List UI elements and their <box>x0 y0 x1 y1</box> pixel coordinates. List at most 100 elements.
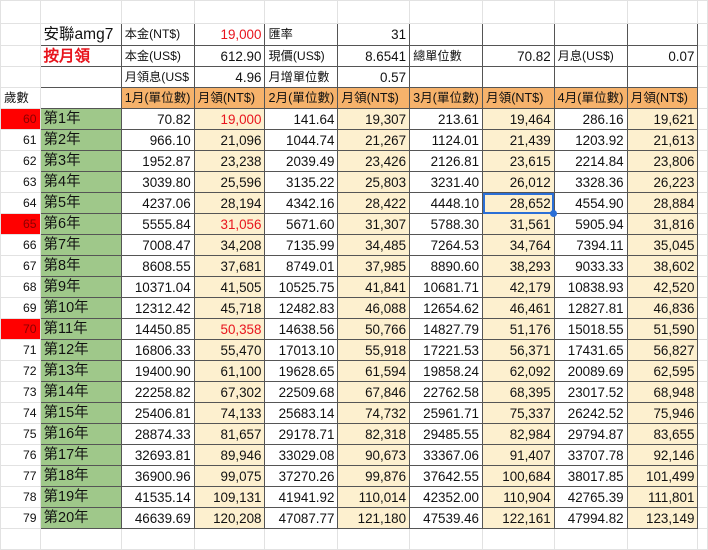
col-header-m1-payout[interactable]: 月領(NT$) <box>193 87 266 109</box>
units-cell[interactable]: 14450.85 <box>120 318 195 340</box>
units-cell[interactable]: 286.16 <box>553 108 628 130</box>
units-cell[interactable]: 25961.71 <box>409 402 484 424</box>
age-cell[interactable]: 60 <box>0 108 41 130</box>
units-cell[interactable]: 4448.10 <box>409 192 484 214</box>
payout-cell[interactable]: 42,520 <box>626 276 699 298</box>
col-header-m4-payout[interactable]: 月領(NT$) <box>626 87 699 109</box>
year-cell[interactable]: 第2年 <box>39 129 122 151</box>
payout-cell[interactable]: 35,045 <box>626 234 699 256</box>
units-cell[interactable]: 20089.69 <box>553 360 628 382</box>
payout-cell[interactable]: 25,803 <box>337 171 411 193</box>
units-cell[interactable]: 17013.10 <box>264 339 339 361</box>
units-cell[interactable]: 3039.80 <box>120 171 195 193</box>
units-cell[interactable]: 8749.01 <box>264 255 339 277</box>
payout-cell[interactable]: 26,012 <box>482 171 555 193</box>
payout-cell[interactable]: 21,613 <box>626 129 699 151</box>
payout-cell[interactable]: 23,426 <box>337 150 411 172</box>
age-cell[interactable]: 75 <box>0 423 41 445</box>
payout-cell[interactable]: 21,439 <box>482 129 555 151</box>
payout-cell[interactable]: 62,092 <box>482 360 555 382</box>
monthly-payout-label[interactable]: 月領息(US$ <box>120 66 195 88</box>
total-units-value[interactable]: 70.82 <box>482 45 555 67</box>
units-cell[interactable]: 5788.30 <box>409 213 484 235</box>
age-cell[interactable]: 66 <box>0 234 41 256</box>
payout-cell[interactable]: 83,655 <box>626 423 699 445</box>
monthly-units-added-value[interactable]: 0.57 <box>337 66 411 88</box>
year-cell[interactable]: 第10年 <box>39 297 122 319</box>
age-cell[interactable]: 74 <box>0 402 41 424</box>
payout-cell[interactable]: 55,918 <box>337 339 411 361</box>
year-cell[interactable]: 第13年 <box>39 360 122 382</box>
payout-cell[interactable]: 99,075 <box>193 465 266 487</box>
col-header-m2-units[interactable]: 2月(單位數) <box>264 87 339 109</box>
nav-value[interactable]: 8.6541 <box>337 45 411 67</box>
age-cell[interactable]: 70 <box>0 318 41 340</box>
payout-cell[interactable]: 28,422 <box>337 192 411 214</box>
payout-cell[interactable]: 56,371 <box>482 339 555 361</box>
units-cell[interactable]: 7264.53 <box>409 234 484 256</box>
col-header-m4-units[interactable]: 4月(單位數) <box>553 87 628 109</box>
units-cell[interactable]: 7135.99 <box>264 234 339 256</box>
units-cell[interactable]: 3135.22 <box>264 171 339 193</box>
payout-cell[interactable]: 101,499 <box>626 465 699 487</box>
payout-cell[interactable]: 50,358 <box>193 318 266 340</box>
payout-cell[interactable]: 82,984 <box>482 423 555 445</box>
payout-cell[interactable]: 120,208 <box>193 507 266 529</box>
col-header-m3-units[interactable]: 3月(單位數) <box>409 87 484 109</box>
units-cell[interactable]: 1124.01 <box>409 129 484 151</box>
payout-cell[interactable]: 122,161 <box>482 507 555 529</box>
payout-cell[interactable]: 34,208 <box>193 234 266 256</box>
payout-cell[interactable]: 90,673 <box>337 444 411 466</box>
col-header-m1-units[interactable]: 1月(單位數) <box>120 87 195 109</box>
units-cell[interactable]: 2126.81 <box>409 150 484 172</box>
year-cell[interactable]: 第11年 <box>39 318 122 340</box>
total-units-label[interactable]: 總單位數 <box>409 45 484 67</box>
age-cell[interactable]: 79 <box>0 507 41 529</box>
units-cell[interactable]: 47994.82 <box>553 507 628 529</box>
payout-cell[interactable]: 55,470 <box>193 339 266 361</box>
year-cell[interactable]: 第4年 <box>39 171 122 193</box>
year-cell[interactable]: 第19年 <box>39 486 122 508</box>
age-cell[interactable]: 76 <box>0 444 41 466</box>
units-cell[interactable]: 29178.71 <box>264 423 339 445</box>
year-cell[interactable]: 第1年 <box>39 108 122 130</box>
units-cell[interactable]: 10838.93 <box>553 276 628 298</box>
payout-cell[interactable]: 34,764 <box>482 234 555 256</box>
units-cell[interactable]: 14638.56 <box>264 318 339 340</box>
payout-cell[interactable]: 110,904 <box>482 486 555 508</box>
payout-cell[interactable]: 67,846 <box>337 381 411 403</box>
units-cell[interactable]: 29794.87 <box>553 423 628 445</box>
payout-cell[interactable]: 111,801 <box>626 486 699 508</box>
payout-cell[interactable]: 109,131 <box>193 486 266 508</box>
units-cell[interactable]: 12482.83 <box>264 297 339 319</box>
age-cell[interactable]: 65 <box>0 213 41 235</box>
units-cell[interactable]: 70.82 <box>120 108 195 130</box>
age-cell[interactable]: 78 <box>0 486 41 508</box>
payout-cell[interactable]: 23,615 <box>482 150 555 172</box>
units-cell[interactable]: 966.10 <box>120 129 195 151</box>
monthly-payout-value[interactable]: 4.96 <box>193 66 266 88</box>
units-cell[interactable]: 47539.46 <box>409 507 484 529</box>
monthly-interest-label[interactable]: 月息(US$) <box>553 45 628 67</box>
payout-cell[interactable]: 61,100 <box>193 360 266 382</box>
fx-label[interactable]: 匯率 <box>264 23 339 46</box>
units-cell[interactable]: 1952.87 <box>120 150 195 172</box>
units-cell[interactable]: 38017.85 <box>553 465 628 487</box>
units-cell[interactable]: 10681.71 <box>409 276 484 298</box>
principal-usd-label[interactable]: 本金(US$) <box>120 45 195 67</box>
units-cell[interactable]: 42765.39 <box>553 486 628 508</box>
year-cell[interactable]: 第7年 <box>39 234 122 256</box>
principal-ntd-label[interactable]: 本金(NT$) <box>120 23 195 46</box>
payout-cell[interactable]: 67,302 <box>193 381 266 403</box>
units-cell[interactable]: 7008.47 <box>120 234 195 256</box>
units-cell[interactable]: 2214.84 <box>553 150 628 172</box>
units-cell[interactable]: 1044.74 <box>264 129 339 151</box>
payout-cell[interactable]: 91,407 <box>482 444 555 466</box>
year-cell[interactable]: 第15年 <box>39 402 122 424</box>
units-cell[interactable]: 4554.90 <box>553 192 628 214</box>
units-cell[interactable]: 4342.16 <box>264 192 339 214</box>
payout-cell[interactable]: 41,505 <box>193 276 266 298</box>
selected-cell[interactable]: 28,652 <box>482 192 555 214</box>
age-cell[interactable]: 61 <box>0 129 41 151</box>
units-cell[interactable]: 15018.55 <box>553 318 628 340</box>
